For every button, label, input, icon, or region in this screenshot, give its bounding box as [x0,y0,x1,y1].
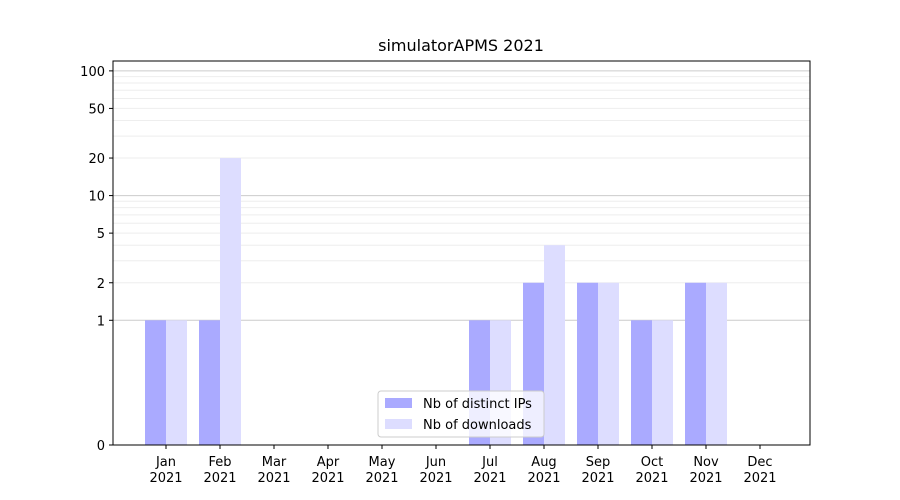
x-tick-label-year: 2021 [635,471,668,486]
bar-downloads [220,158,241,445]
x-tick-label-year: 2021 [527,471,560,486]
bar-downloads [544,245,565,445]
y-tick-label: 50 [88,102,105,117]
x-tick-label-year: 2021 [419,471,452,486]
bar-distinct-ips [631,320,652,445]
x-tick-label-year: 2021 [203,471,236,486]
legend-label: Nb of downloads [423,418,532,433]
x-tick-label-month: May [369,455,396,470]
bar-distinct-ips [199,320,220,445]
bar-downloads [706,282,727,445]
y-tick-label: 20 [88,152,105,167]
legend-label: Nb of distinct IPs [423,397,532,412]
chart-title: simulatorAPMS 2021 [378,36,544,55]
x-tick-label-year: 2021 [743,471,776,486]
x-tick-label-year: 2021 [581,471,614,486]
x-axis: Jan2021Feb2021Mar2021Apr2021May2021Jun20… [149,445,777,486]
x-tick-label-year: 2021 [257,471,290,486]
bar-downloads [166,320,187,445]
y-tick-label: 10 [88,190,105,205]
y-tick-label: 100 [80,65,105,80]
x-tick-label-month: Jun [425,455,446,470]
y-axis: 0 1 2 5 10 20 50 100 [80,65,113,454]
legend-box [377,390,545,438]
x-tick-label-year: 2021 [473,471,506,486]
bar-distinct-ips [145,320,166,445]
x-tick-label-year: 2021 [149,471,182,486]
x-tick-label-year: 2021 [689,471,722,486]
y-tick-label: 5 [97,227,105,242]
legend: Nb of distinct IPs Nb of downloads [377,390,545,438]
x-tick-label-year: 2021 [311,471,344,486]
bar-downloads [598,282,619,445]
bar-downloads [652,320,673,445]
y-tick-label: 0 [97,439,105,454]
x-tick-label-month: Feb [208,455,231,470]
x-tick-label-month: Apr [317,455,340,470]
y-tick-label: 2 [97,277,105,292]
y-tick-label: 1 [97,314,105,329]
plot-area-frame [112,60,811,446]
x-tick-label-year: 2021 [365,471,398,486]
x-tick-label-month: Sep [586,455,611,470]
x-tick-label-month: Mar [262,455,287,470]
x-tick-label-month: Nov [693,455,719,470]
x-tick-label-month: Dec [747,455,772,470]
x-tick-label-month: Jan [155,455,176,470]
x-tick-label-month: Oct [641,455,663,470]
x-tick-label-month: Jul [481,455,498,470]
legend-swatch [385,398,412,408]
legend-swatch [385,419,412,429]
bars [145,158,727,445]
x-tick-label-month: Aug [531,455,556,470]
bar-distinct-ips [685,282,706,445]
bar-distinct-ips [577,282,598,445]
